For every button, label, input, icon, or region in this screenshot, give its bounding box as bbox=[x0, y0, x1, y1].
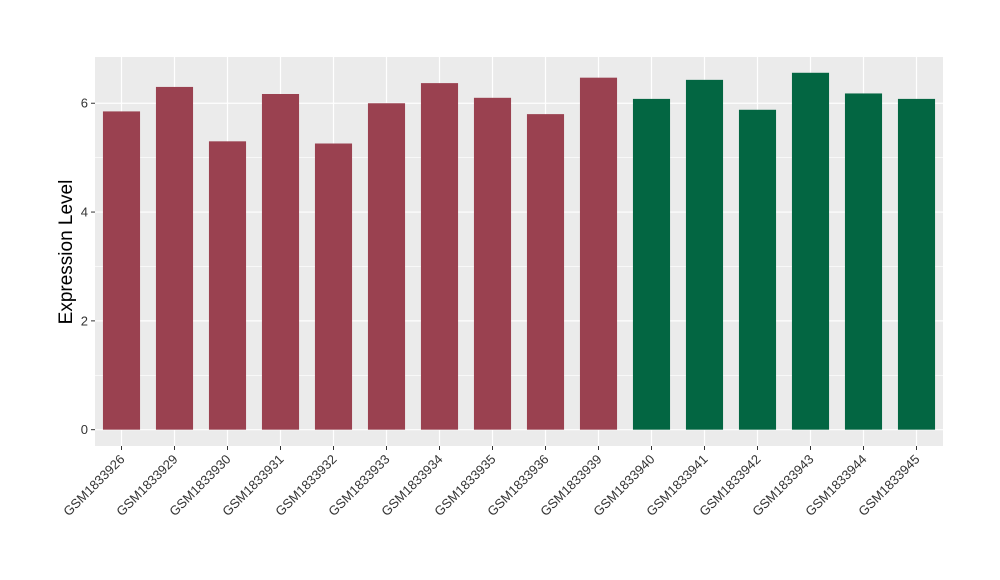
bar-GSM1833936 bbox=[526, 114, 565, 430]
bar-GSM1833934 bbox=[420, 83, 459, 430]
y-axis: 0 2 4 6 bbox=[81, 96, 95, 437]
bar-GSM1833932 bbox=[314, 143, 353, 430]
bar-GSM1833933 bbox=[367, 103, 406, 430]
bar-GSM1833944 bbox=[844, 93, 883, 430]
bar-GSM1833945 bbox=[897, 98, 936, 430]
y-tick-label: 2 bbox=[81, 313, 88, 328]
bar-GSM1833926 bbox=[102, 111, 141, 430]
x-axis: GSM1833926GSM1833929GSM1833930GSM1833931… bbox=[60, 446, 923, 519]
bar-GSM1833941 bbox=[685, 79, 724, 430]
bar-GSM1833939 bbox=[579, 77, 618, 430]
bar-GSM1833943 bbox=[791, 72, 830, 430]
bar-GSM1833940 bbox=[632, 98, 671, 430]
bar-GSM1833935 bbox=[473, 97, 512, 430]
bar-GSM1833942 bbox=[738, 109, 777, 430]
bars bbox=[102, 72, 936, 430]
y-tick-label: 0 bbox=[81, 422, 88, 437]
bar-GSM1833931 bbox=[261, 93, 300, 430]
bar-GSM1833929 bbox=[155, 86, 194, 430]
y-tick-label: 6 bbox=[81, 96, 88, 111]
bar-GSM1833930 bbox=[208, 141, 247, 430]
y-axis-title: Expression Level bbox=[56, 180, 77, 325]
y-tick-label: 4 bbox=[81, 205, 88, 220]
